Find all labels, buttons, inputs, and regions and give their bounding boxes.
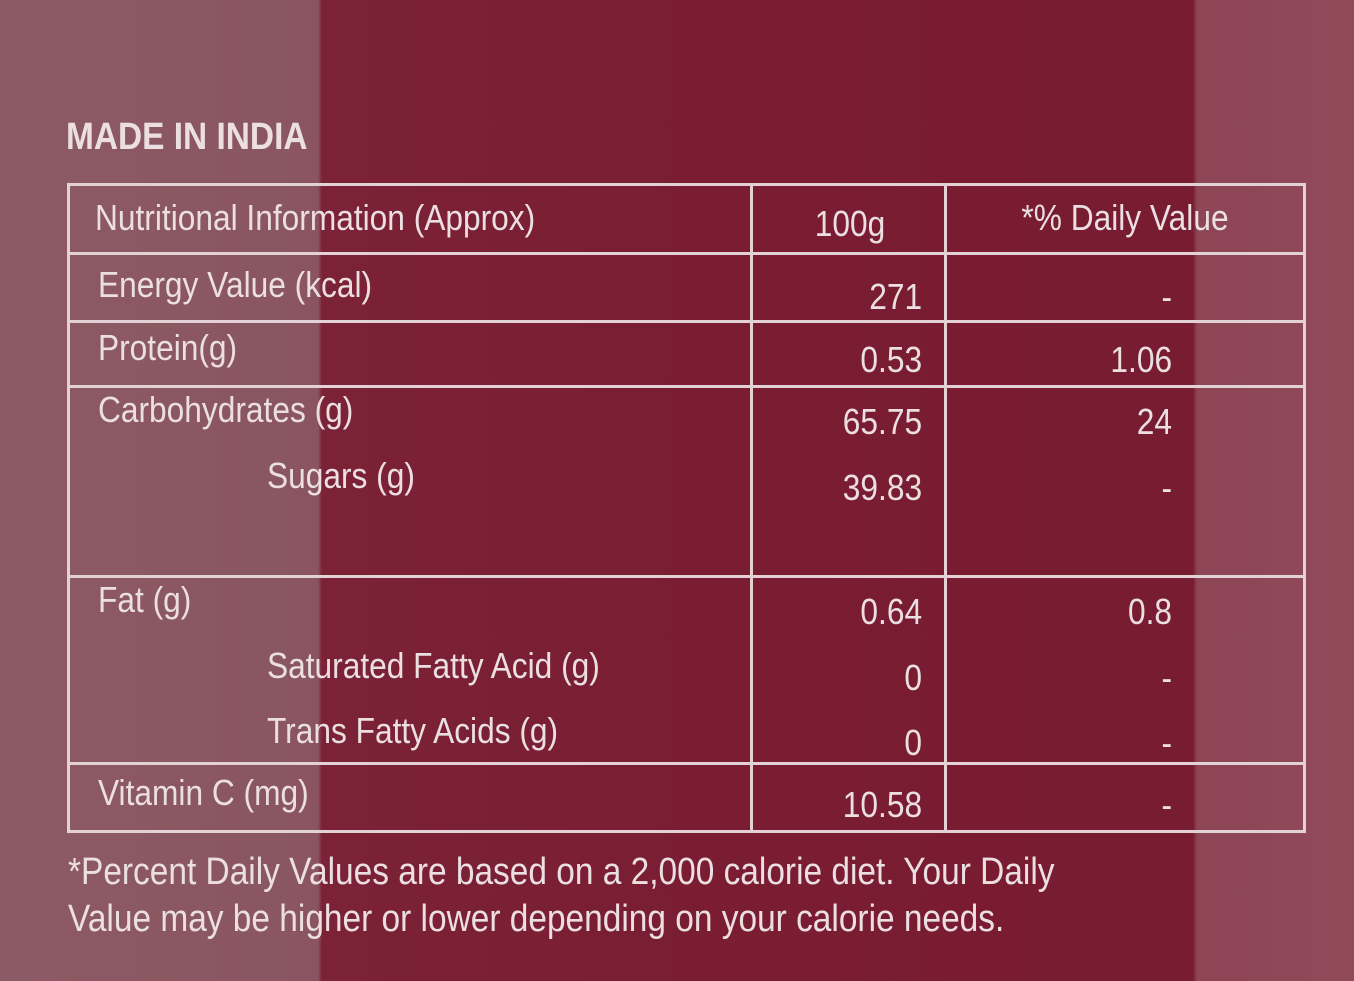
- row-line: [67, 830, 1305, 833]
- nutrient-name: Protein(g): [98, 327, 238, 368]
- col-line: [67, 183, 70, 833]
- column-header: Nutritional Information (Approx): [95, 197, 536, 238]
- row-line: [67, 320, 1305, 323]
- daily-value: -: [1161, 657, 1172, 698]
- amount: 65.75: [842, 401, 922, 442]
- amount: 271: [869, 276, 922, 317]
- row-line: [67, 183, 1305, 186]
- title: MADE IN INDIA: [66, 116, 308, 158]
- amount: 10.58: [842, 784, 922, 825]
- amount: 0: [904, 722, 922, 763]
- amount: 39.83: [842, 467, 922, 508]
- col-line: [944, 183, 947, 833]
- daily-value: -: [1161, 467, 1172, 508]
- column-header: *% Daily Value: [1021, 197, 1229, 238]
- nutrient-name: Fat (g): [98, 579, 192, 620]
- row-line: [67, 385, 1305, 388]
- nutrient-name: Energy Value (kcal): [98, 264, 373, 305]
- footnote: *Percent Daily Values are based on a 2,0…: [68, 851, 1055, 893]
- row-line: [67, 252, 1305, 255]
- col-line: [1303, 183, 1306, 833]
- daily-value: 24: [1136, 401, 1172, 442]
- daily-value: -: [1161, 722, 1172, 763]
- nutrient-name: Carbohydrates (g): [98, 389, 354, 430]
- nutrient-name: Saturated Fatty Acid (g): [267, 645, 600, 686]
- daily-value: 0.8: [1127, 591, 1172, 632]
- amount: 0.53: [860, 339, 922, 380]
- nutrient-name: Trans Fatty Acids (g): [267, 710, 559, 751]
- nutrient-name: Sugars (g): [267, 455, 415, 496]
- col-line: [750, 183, 753, 833]
- row-line: [67, 575, 1305, 578]
- daily-value: -: [1161, 276, 1172, 317]
- daily-value: 1.06: [1110, 339, 1172, 380]
- footnote: Value may be higher or lower depending o…: [68, 898, 1005, 940]
- row-line: [67, 762, 1305, 765]
- daily-value: -: [1161, 784, 1172, 825]
- nutrient-name: Vitamin C (mg): [98, 772, 309, 813]
- amount: 0.64: [860, 591, 922, 632]
- column-header: 100g: [814, 203, 886, 244]
- amount: 0: [904, 657, 922, 698]
